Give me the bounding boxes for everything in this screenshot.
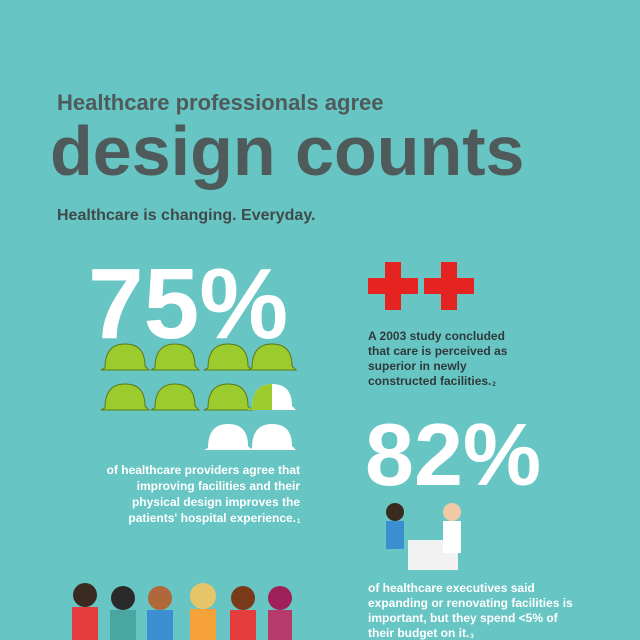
helmet [100,383,151,411]
stat-value: 75% [88,248,288,360]
stat-caption: patients' hospital experience. [128,511,296,525]
stat-caption: their budget on it. [368,626,469,640]
helmet [150,343,201,371]
study-text: A 2003 study concluded [368,329,505,343]
people-illustration [72,583,292,640]
helmet [204,424,252,450]
doctor-patient-illustration [386,503,461,570]
footnote: 3 [470,634,474,640]
kicker: Healthcare professionals agree [57,90,383,115]
red-crosses [368,262,474,310]
helmet-half [248,384,272,410]
study-text: superior in newly [368,359,467,373]
study-text: that care is perceived as [368,344,508,358]
helmet [248,424,296,450]
helmet [150,383,201,411]
subtitle: Healthcare is changing. Everyday. [57,207,315,224]
study-text: constructed facilities. [368,374,491,388]
title: design counts [50,112,524,190]
helmet [247,343,298,371]
footnote: 2 [492,382,496,388]
helmet [100,343,151,371]
helmet [203,383,254,411]
stat-value: 82% [365,405,541,504]
footnote: 1 [297,519,301,525]
stat-caption: of healthcare executives said [368,581,535,595]
stat-caption: important, but they spend <5% of [368,611,559,625]
helmet-grid [100,343,298,450]
helmet [203,343,254,371]
text-blocks: of healthcare providers agree that improv… [107,329,573,640]
stat-caption: of healthcare providers agree that [107,463,300,477]
stat-caption: expanding or renovating facilities is [368,596,573,610]
stat-caption: improving facilities and their [137,479,301,493]
stat-caption: physical design improves the [132,495,300,509]
